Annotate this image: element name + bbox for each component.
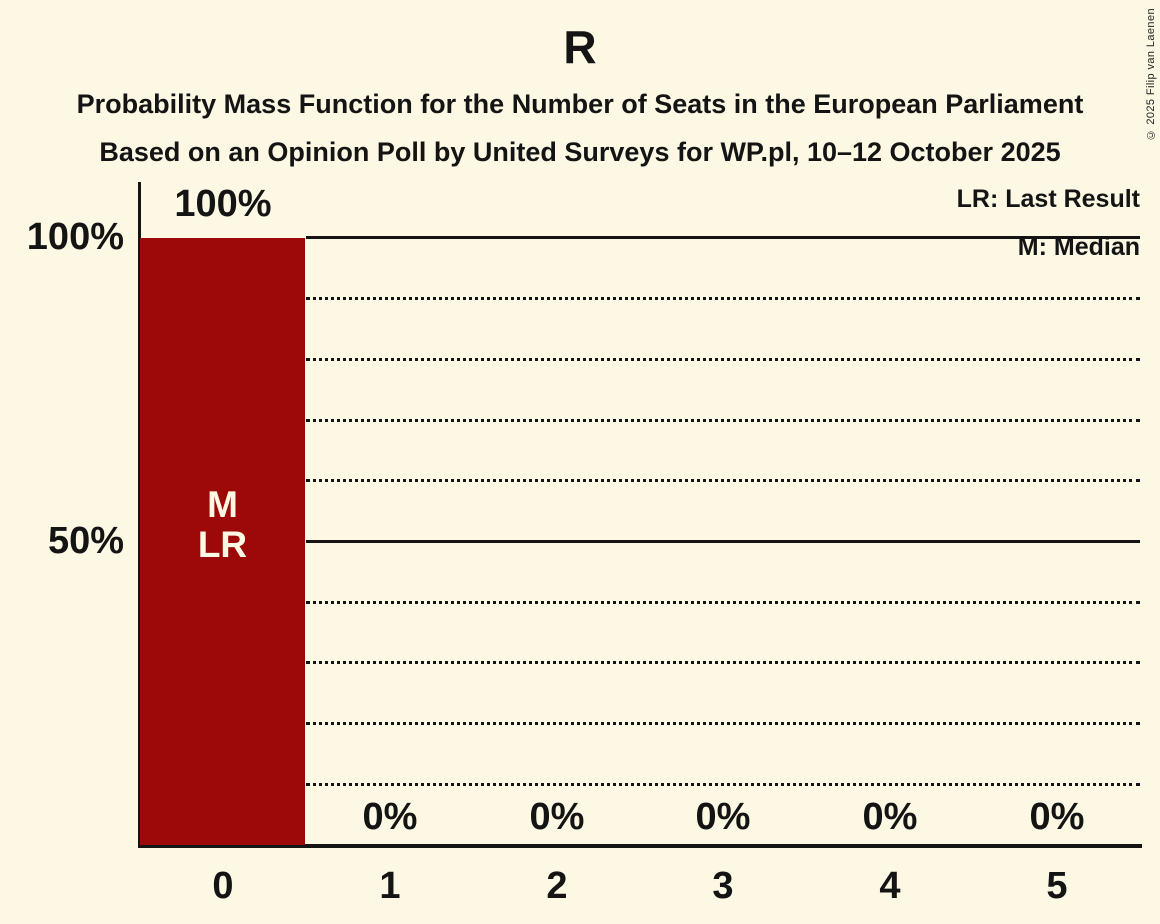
gridline-30pct: [306, 661, 1140, 664]
gridline-90pct: [306, 297, 1140, 300]
y-axis-line: [138, 182, 141, 848]
x-axis-tick-2: 2: [546, 865, 568, 907]
chart-subtitle-line2: Based on an Opinion Poll by United Surve…: [99, 137, 1061, 167]
value-label-seats-3: 0%: [695, 796, 751, 838]
x-axis-tick-4: 4: [879, 865, 901, 907]
gridline-60pct: [306, 479, 1140, 482]
x-axis-tick-5: 5: [1046, 865, 1068, 907]
gridline-70pct: [306, 419, 1140, 422]
gridline-40pct: [306, 601, 1140, 604]
x-axis-tick-3: 3: [712, 865, 734, 907]
gridline-20pct: [306, 722, 1140, 725]
gridline-80pct: [306, 358, 1140, 361]
value-label-seats-2: 0%: [529, 796, 585, 838]
y-axis-tick-50: 50%: [47, 520, 124, 562]
bar-seats-0: M LR: [140, 238, 305, 845]
gridline-50pct: [306, 540, 1140, 543]
value-label-seats-4: 0%: [862, 796, 918, 838]
chart-title: R: [563, 21, 597, 73]
chart-subtitle-line1: Probability Mass Function for the Number…: [76, 89, 1084, 119]
legend-last-result: LR: Last Result: [956, 185, 1140, 213]
value-label-seats-5: 0%: [1029, 796, 1085, 838]
gridline-100pct: [306, 236, 1140, 239]
x-axis-tick-1: 1: [379, 865, 401, 907]
value-label-seats-1: 0%: [362, 796, 418, 838]
bar-annotation-block: M LR: [140, 485, 305, 565]
last-result-marker-label: LR: [197, 524, 248, 565]
y-axis-tick-100: 100%: [26, 216, 124, 258]
x-axis-tick-0: 0: [212, 865, 234, 907]
value-label-seats-0: 100%: [174, 183, 272, 225]
x-axis-line: [138, 844, 1142, 848]
copyright-notice: © 2025 Filip van Laenen: [1145, 8, 1157, 141]
gridline-10pct: [306, 783, 1140, 786]
median-marker-label: M: [207, 484, 238, 525]
